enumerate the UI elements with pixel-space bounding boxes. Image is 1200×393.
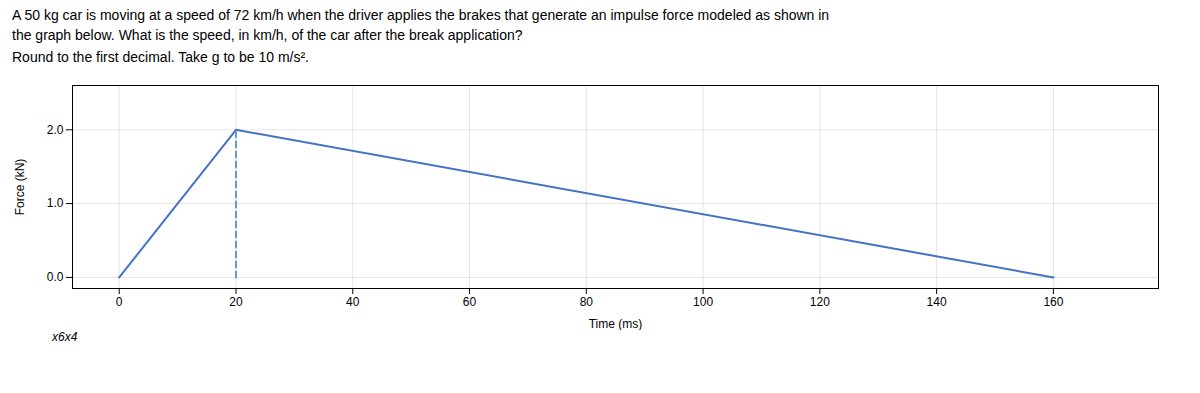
svg-text:0: 0	[116, 295, 123, 309]
html-text:A 50 kg car is moving at a spe: A 50 kg car is moving at a speed of 72 k…	[12, 7, 830, 43]
svg-text:100: 100	[693, 295, 713, 309]
svg-text:0.0: 0.0	[47, 270, 64, 284]
svg-text:120: 120	[810, 295, 830, 309]
svg-text:80: 80	[580, 295, 594, 309]
svg-text:2.0: 2.0	[47, 123, 64, 137]
html-text:x6x4: x6x4	[52, 330, 78, 345]
svg-text:Time (ms): Time (ms)	[589, 317, 643, 331]
svg-text:140: 140	[927, 295, 947, 309]
svg-text:60: 60	[463, 295, 477, 309]
svg-text:1.0: 1.0	[47, 197, 64, 211]
svg-text:40: 40	[346, 295, 360, 309]
svg-text:20: 20	[229, 295, 243, 309]
svg-text:160: 160	[1043, 295, 1063, 309]
svg-text:Force (kN): Force (kN)	[13, 159, 27, 216]
html-text:Round to the first decimal. Ta: Round to the first decimal. Take g to be…	[12, 49, 309, 66]
